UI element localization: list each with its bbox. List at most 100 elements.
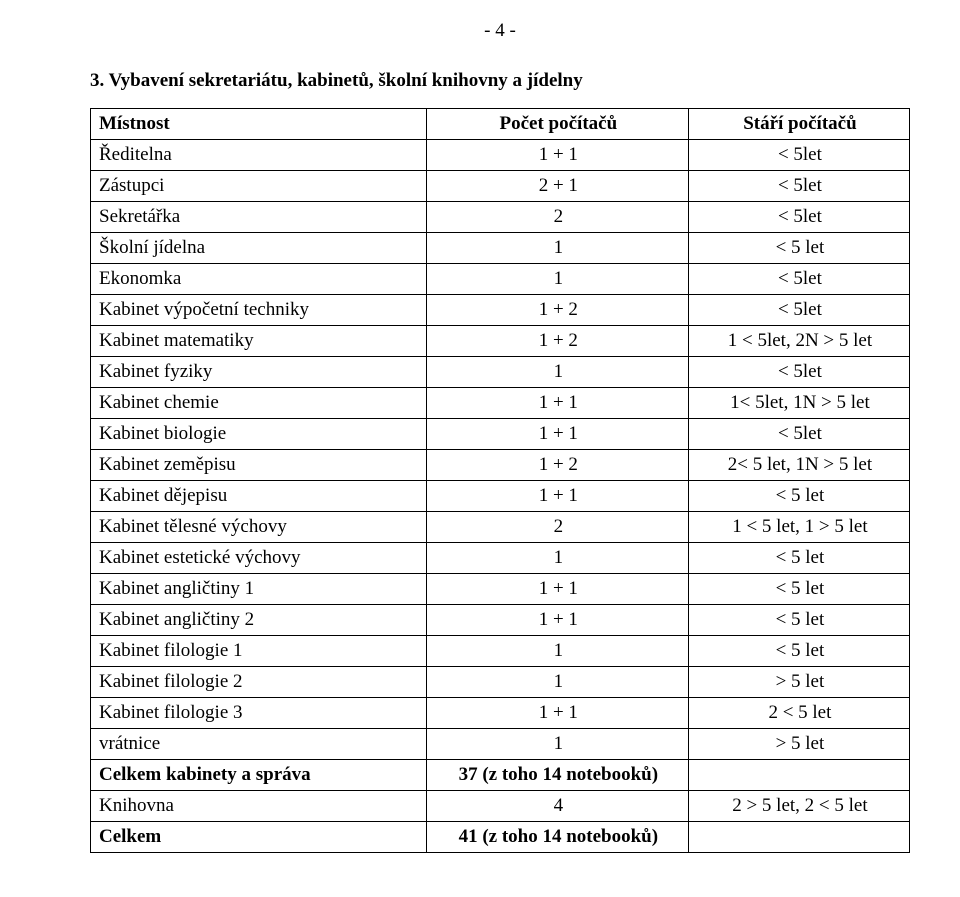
table-cell: < 5let xyxy=(688,264,909,295)
table-cell: Kabinet tělesné výchovy xyxy=(91,512,427,543)
table-row: Kabinet tělesné výchovy21 < 5 let, 1 > 5… xyxy=(91,512,910,543)
table-cell: Kabinet biologie xyxy=(91,419,427,450)
table-row: Zástupci2 + 1< 5let xyxy=(91,171,910,202)
table-cell: 41 (z toho 14 notebooků) xyxy=(426,822,688,853)
equipment-table: Místnost Počet počítačů Stáří počítačů Ř… xyxy=(90,108,910,853)
table-cell: Knihovna xyxy=(91,791,427,822)
table-cell: 1 + 2 xyxy=(426,326,688,357)
table-row: Kabinet estetické výchovy1< 5 let xyxy=(91,543,910,574)
table-row: Ekonomka1< 5let xyxy=(91,264,910,295)
table-cell: < 5let xyxy=(688,295,909,326)
table-cell: < 5 let xyxy=(688,636,909,667)
table-row: Celkem41 (z toho 14 notebooků) xyxy=(91,822,910,853)
table-cell xyxy=(688,760,909,791)
table-header: Stáří počítačů xyxy=(688,109,909,140)
table-row: Kabinet fyziky1< 5let xyxy=(91,357,910,388)
table-cell: Kabinet filologie 2 xyxy=(91,667,427,698)
table-cell: 1 xyxy=(426,264,688,295)
table-cell: Celkem xyxy=(91,822,427,853)
table-cell: < 5 let xyxy=(688,543,909,574)
table-row: Kabinet dějepisu1 + 1< 5 let xyxy=(91,481,910,512)
page: { "page_number": "- 4 -", "section_title… xyxy=(0,0,960,897)
table-cell: Kabinet matematiky xyxy=(91,326,427,357)
table-cell: 2 + 1 xyxy=(426,171,688,202)
table-cell: Kabinet fyziky xyxy=(91,357,427,388)
table-cell: 1 + 1 xyxy=(426,419,688,450)
table-cell: 1 + 1 xyxy=(426,481,688,512)
table-cell: 1 + 1 xyxy=(426,698,688,729)
table-row: Kabinet angličtiny 11 + 1< 5 let xyxy=(91,574,910,605)
table-cell: < 5let xyxy=(688,202,909,233)
table-cell: < 5 let xyxy=(688,605,909,636)
table-row: Školní jídelna1< 5 let xyxy=(91,233,910,264)
table-cell: 1 xyxy=(426,543,688,574)
table-cell: Školní jídelna xyxy=(91,233,427,264)
table-row: Sekretářka2< 5let xyxy=(91,202,910,233)
table-cell: > 5 let xyxy=(688,729,909,760)
table-row: Kabinet filologie 11< 5 let xyxy=(91,636,910,667)
table-row: Kabinet biologie1 + 1< 5let xyxy=(91,419,910,450)
table-cell: 2 xyxy=(426,512,688,543)
table-cell: Kabinet výpočetní techniky xyxy=(91,295,427,326)
table-cell: > 5 let xyxy=(688,667,909,698)
table-cell: Kabinet estetické výchovy xyxy=(91,543,427,574)
table-cell: Kabinet angličtiny 2 xyxy=(91,605,427,636)
table-cell: < 5let xyxy=(688,419,909,450)
table-row: Kabinet filologie 21> 5 let xyxy=(91,667,910,698)
table-cell: Kabinet filologie 3 xyxy=(91,698,427,729)
table-row: Kabinet filologie 31 + 12 < 5 let xyxy=(91,698,910,729)
table-cell: 1 + 2 xyxy=(426,450,688,481)
table-row: Knihovna42 > 5 let, 2 < 5 let xyxy=(91,791,910,822)
table-cell: 2 > 5 let, 2 < 5 let xyxy=(688,791,909,822)
table-cell: 1< 5let, 1N > 5 let xyxy=(688,388,909,419)
table-cell: 1 + 2 xyxy=(426,295,688,326)
table-header: Místnost xyxy=(91,109,427,140)
table-cell: Kabinet zeměpisu xyxy=(91,450,427,481)
table-cell: 1 < 5 let, 1 > 5 let xyxy=(688,512,909,543)
table-cell: < 5let xyxy=(688,171,909,202)
table-cell: < 5let xyxy=(688,140,909,171)
table-cell: Kabinet dějepisu xyxy=(91,481,427,512)
table-cell: 1 + 1 xyxy=(426,605,688,636)
table-cell: Ředitelna xyxy=(91,140,427,171)
table-header-row: Místnost Počet počítačů Stáří počítačů xyxy=(91,109,910,140)
table-cell: 1 < 5let, 2N > 5 let xyxy=(688,326,909,357)
table-cell: Zástupci xyxy=(91,171,427,202)
table-cell: 2 < 5 let xyxy=(688,698,909,729)
table-header: Počet počítačů xyxy=(426,109,688,140)
table-row: Kabinet matematiky1 + 21 < 5let, 2N > 5 … xyxy=(91,326,910,357)
section-title: 3. Vybavení sekretariátu, kabinetů, škol… xyxy=(90,70,910,92)
table-cell: Kabinet filologie 1 xyxy=(91,636,427,667)
table-cell: < 5 let xyxy=(688,574,909,605)
table-cell: 1 + 1 xyxy=(426,140,688,171)
table-cell: Sekretářka xyxy=(91,202,427,233)
table-cell: < 5let xyxy=(688,357,909,388)
table-cell: Celkem kabinety a správa xyxy=(91,760,427,791)
table-row: Kabinet chemie1 + 11< 5let, 1N > 5 let xyxy=(91,388,910,419)
table-row: Ředitelna1 + 1< 5let xyxy=(91,140,910,171)
table-cell: 1 + 1 xyxy=(426,388,688,419)
table-cell: vrátnice xyxy=(91,729,427,760)
table-cell: Kabinet angličtiny 1 xyxy=(91,574,427,605)
table-cell: < 5 let xyxy=(688,233,909,264)
table-row: Celkem kabinety a správa37 (z toho 14 no… xyxy=(91,760,910,791)
table-row: Kabinet zeměpisu1 + 22< 5 let, 1N > 5 le… xyxy=(91,450,910,481)
table-cell: 1 xyxy=(426,357,688,388)
page-number: - 4 - xyxy=(90,20,910,42)
table-cell: 4 xyxy=(426,791,688,822)
table-cell: Ekonomka xyxy=(91,264,427,295)
table-cell xyxy=(688,822,909,853)
table-cell: 1 xyxy=(426,233,688,264)
table-cell: 1 + 1 xyxy=(426,574,688,605)
table-cell: 2 xyxy=(426,202,688,233)
table-cell: 2< 5 let, 1N > 5 let xyxy=(688,450,909,481)
table-cell: < 5 let xyxy=(688,481,909,512)
table-row: Kabinet výpočetní techniky1 + 2< 5let xyxy=(91,295,910,326)
table-cell: 1 xyxy=(426,636,688,667)
table-row: vrátnice1> 5 let xyxy=(91,729,910,760)
table-cell: 1 xyxy=(426,667,688,698)
table-cell: 1 xyxy=(426,729,688,760)
table-cell: Kabinet chemie xyxy=(91,388,427,419)
table-cell: 37 (z toho 14 notebooků) xyxy=(426,760,688,791)
table-row: Kabinet angličtiny 21 + 1< 5 let xyxy=(91,605,910,636)
